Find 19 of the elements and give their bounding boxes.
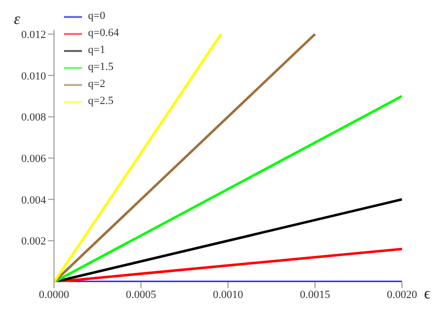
y-tick-label: 0.008 [21,112,46,124]
legend-label: q=0 [88,9,106,24]
y-tick-label: 0.002 [21,236,46,248]
x-tick-label: 0.0010 [212,288,244,301]
x-tick-label: 0.0005 [126,288,157,301]
y-tick-label: 0.010 [21,70,46,82]
y-tick-label: 0.004 [21,194,46,206]
x-tick-label: 0.0000 [38,288,70,301]
x-axis-title: ϵ [424,286,431,303]
y-tick-label: 0.006 [21,152,46,165]
legend-label: q=0.64 [88,26,119,41]
legend-label: q=1.5 [88,60,114,75]
y-axis-title: ε [14,11,21,28]
y-tick-label: 0.012 [21,29,46,42]
x-tick-label: 0.0015 [300,288,331,301]
x-tick-label: 0.0020 [386,288,418,301]
legend-label: q=2 [88,77,106,92]
legend-label: q=1 [88,43,106,58]
legend-label: q=2.5 [88,94,114,109]
